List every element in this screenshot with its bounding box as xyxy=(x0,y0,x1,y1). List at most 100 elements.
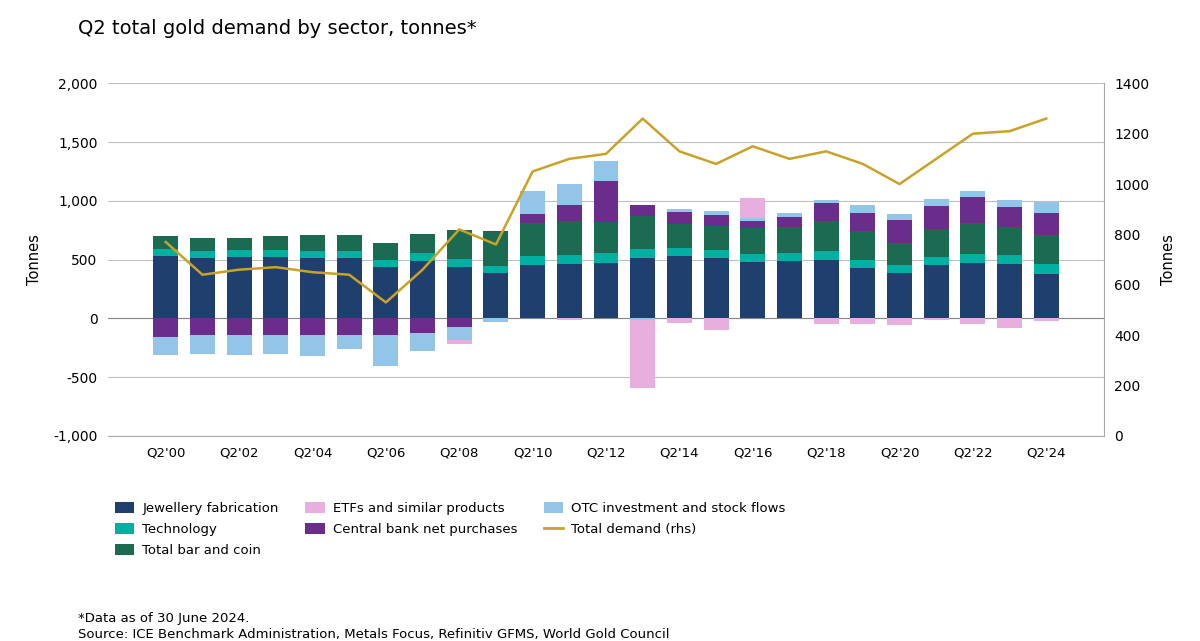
Bar xyxy=(410,253,436,261)
Bar xyxy=(814,319,839,324)
Bar xyxy=(703,250,728,258)
Bar xyxy=(557,255,582,264)
Bar xyxy=(997,255,1022,264)
Bar xyxy=(924,265,949,319)
Bar xyxy=(630,320,655,388)
Bar xyxy=(851,260,875,268)
Bar xyxy=(887,319,912,326)
Bar xyxy=(703,258,728,319)
Bar xyxy=(851,319,875,324)
Bar xyxy=(263,335,288,354)
Bar xyxy=(703,226,728,250)
Bar xyxy=(446,259,472,267)
Text: Source: ICE Benchmark Administration, Metals Focus, Refinitiv GFMS, World Gold C: Source: ICE Benchmark Administration, Me… xyxy=(78,628,670,641)
Bar xyxy=(154,256,179,319)
Bar xyxy=(740,221,766,228)
Bar xyxy=(337,235,361,251)
Bar xyxy=(446,267,472,319)
Bar xyxy=(154,319,179,337)
Bar xyxy=(960,223,985,254)
Bar xyxy=(557,319,582,320)
Bar xyxy=(667,247,692,256)
Bar xyxy=(557,264,582,319)
Bar xyxy=(667,212,692,224)
Bar xyxy=(337,319,361,335)
Bar xyxy=(667,209,692,212)
Bar xyxy=(630,319,655,320)
Bar xyxy=(776,213,802,217)
Bar xyxy=(557,205,582,221)
Bar xyxy=(520,214,545,223)
Bar xyxy=(924,257,949,265)
Bar xyxy=(520,192,545,214)
Bar xyxy=(190,319,215,335)
Bar xyxy=(190,238,215,251)
Bar xyxy=(446,327,472,340)
Bar xyxy=(227,238,252,251)
Bar xyxy=(851,205,875,213)
Bar xyxy=(594,222,618,253)
Bar xyxy=(227,335,252,355)
Bar xyxy=(227,319,252,335)
Bar xyxy=(484,266,509,272)
Bar xyxy=(1033,264,1058,274)
Bar xyxy=(300,251,325,258)
Bar xyxy=(1033,319,1058,320)
Bar xyxy=(924,206,949,229)
Bar xyxy=(263,236,288,249)
Bar xyxy=(960,197,985,223)
Bar xyxy=(630,249,655,258)
Bar xyxy=(520,265,545,319)
Bar xyxy=(740,198,766,219)
Bar xyxy=(557,221,582,255)
Bar xyxy=(630,205,655,216)
Y-axis label: Tonnes: Tonnes xyxy=(28,234,42,285)
Bar xyxy=(887,220,912,243)
Bar xyxy=(594,263,618,319)
Bar xyxy=(227,257,252,319)
Bar xyxy=(887,213,912,220)
Bar xyxy=(997,200,1022,206)
Bar xyxy=(300,258,325,319)
Bar xyxy=(630,258,655,319)
Bar xyxy=(776,261,802,319)
Bar xyxy=(263,249,288,256)
Bar xyxy=(484,232,509,266)
Bar xyxy=(410,261,436,319)
Bar xyxy=(484,272,509,319)
Bar xyxy=(667,319,692,323)
Bar xyxy=(594,162,618,181)
Bar xyxy=(300,235,325,251)
Bar xyxy=(557,184,582,205)
Bar xyxy=(190,251,215,258)
Bar xyxy=(887,272,912,319)
Bar xyxy=(337,251,361,258)
Bar xyxy=(814,260,839,319)
Bar xyxy=(1033,213,1058,235)
Bar xyxy=(887,243,912,265)
Bar xyxy=(337,335,361,349)
Bar xyxy=(887,265,912,272)
Bar xyxy=(410,333,436,351)
Bar xyxy=(446,319,472,327)
Bar xyxy=(520,256,545,265)
Bar xyxy=(703,212,728,215)
Bar xyxy=(924,229,949,257)
Bar xyxy=(997,206,1022,228)
Bar xyxy=(997,228,1022,255)
Bar xyxy=(484,319,509,322)
Bar xyxy=(300,319,325,335)
Bar xyxy=(373,267,398,319)
Bar xyxy=(263,256,288,319)
Bar xyxy=(814,203,839,221)
Bar xyxy=(373,335,398,366)
Bar xyxy=(740,254,766,262)
Bar xyxy=(630,216,655,249)
Bar xyxy=(300,335,325,356)
Bar xyxy=(337,258,361,319)
Bar xyxy=(190,258,215,319)
Bar xyxy=(740,219,766,221)
Bar xyxy=(190,335,215,354)
Bar xyxy=(373,319,398,335)
Bar xyxy=(1033,235,1058,264)
